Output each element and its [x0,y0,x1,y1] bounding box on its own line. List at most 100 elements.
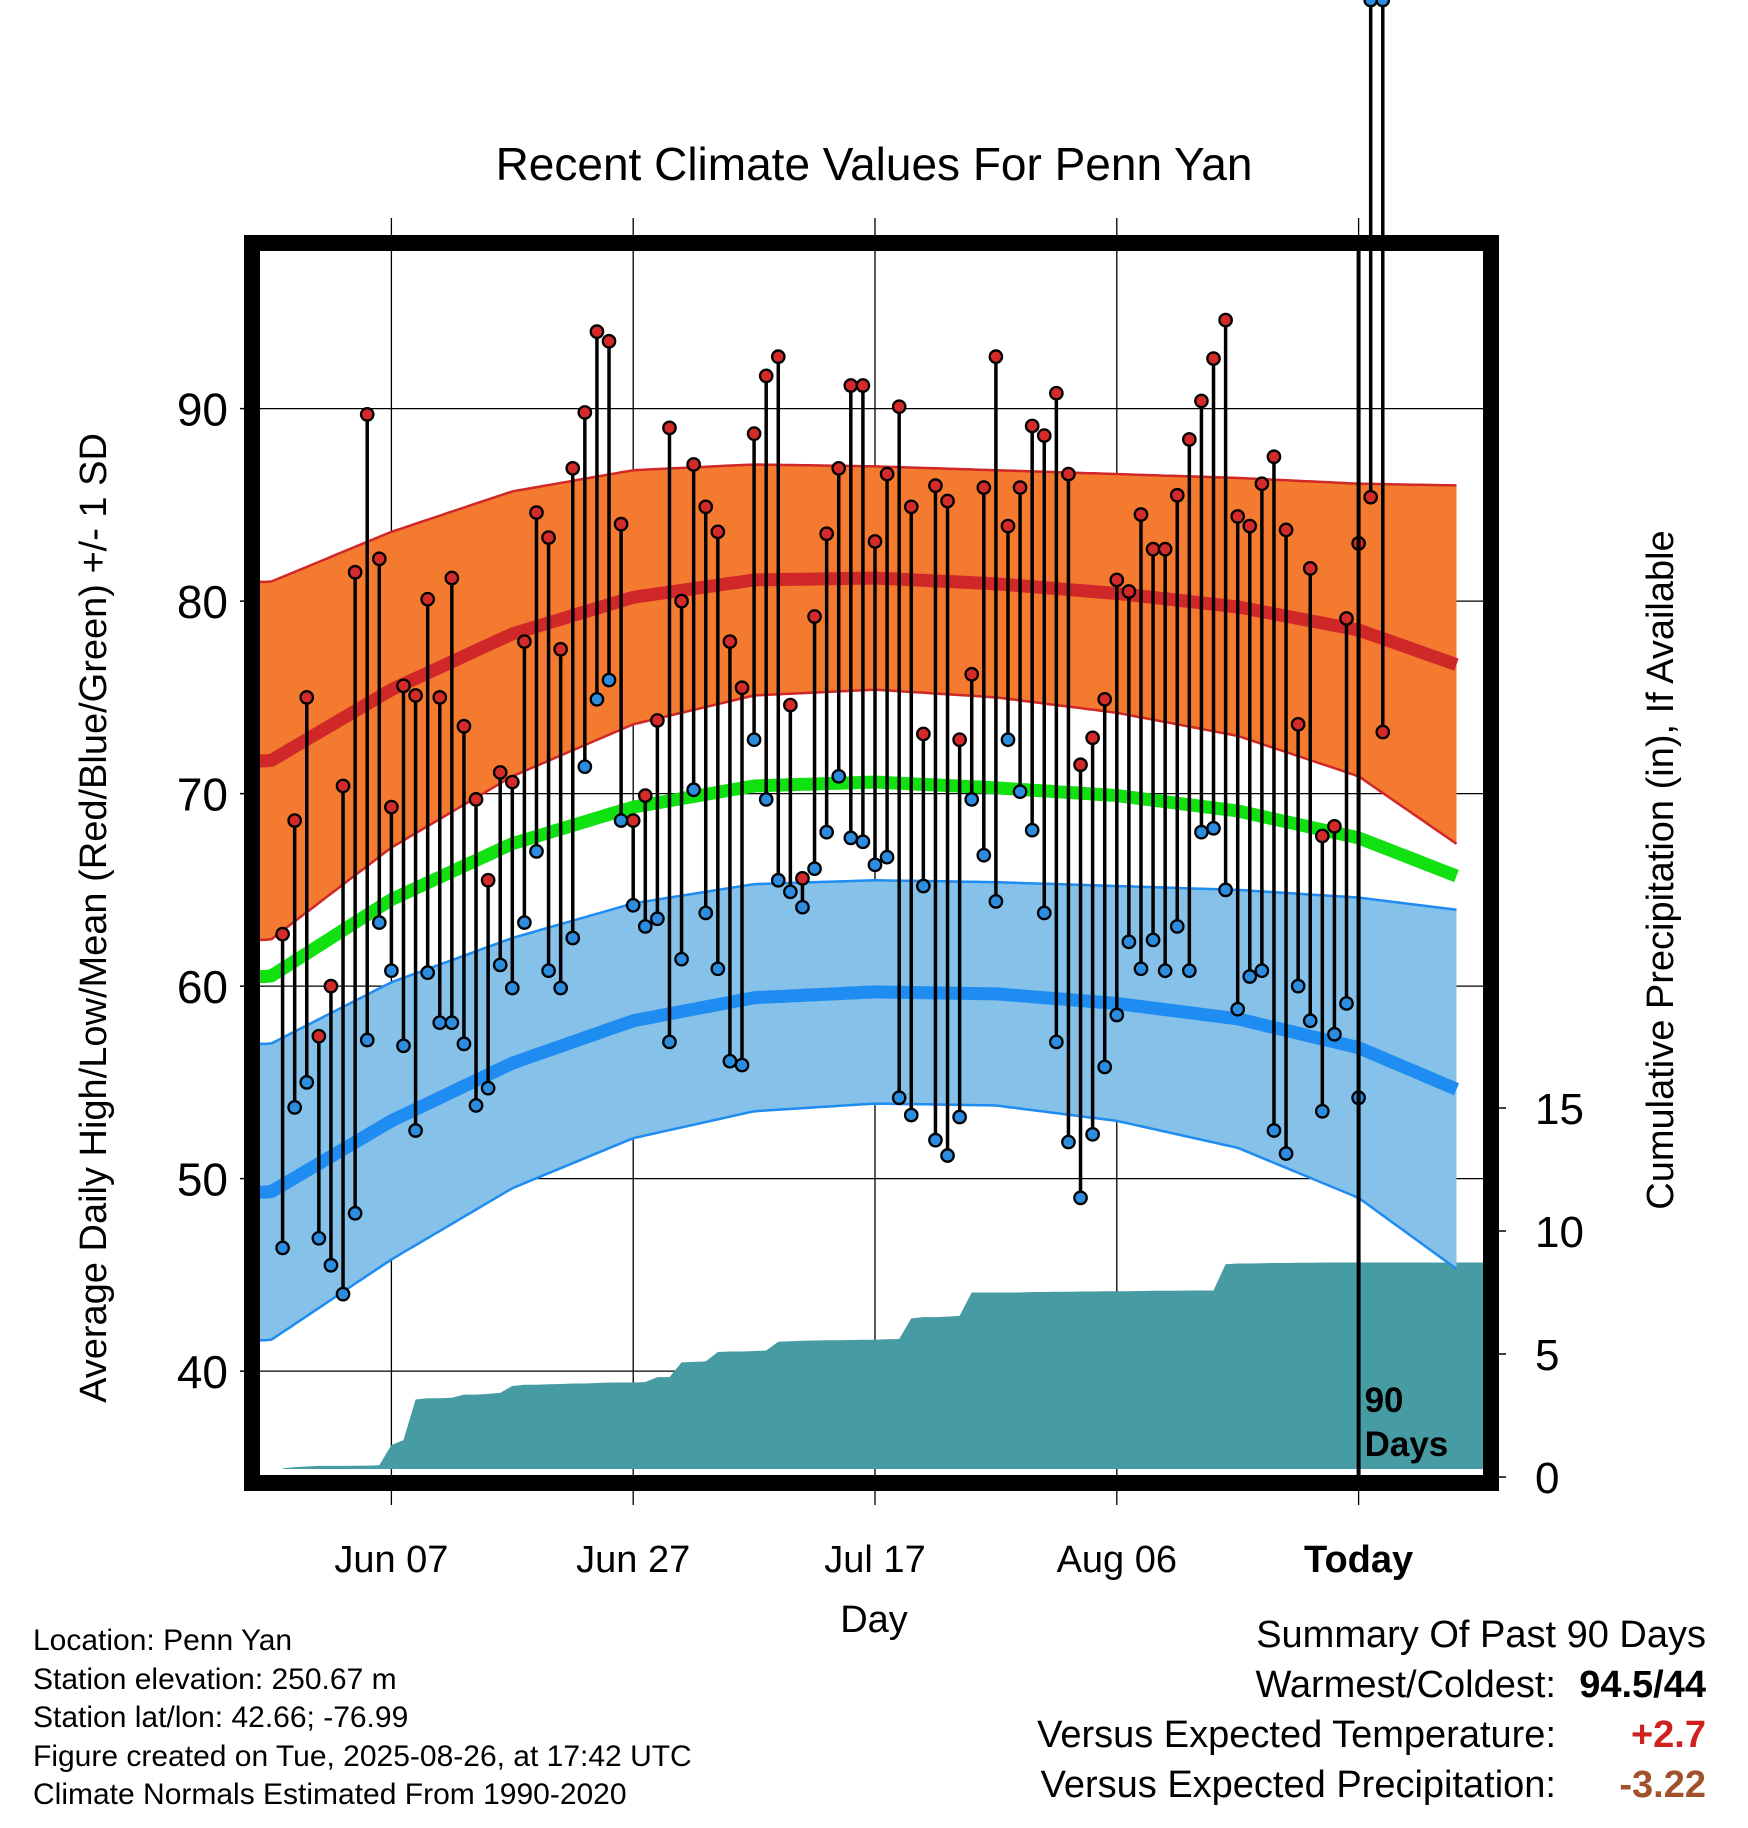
daily-high-point [311,1028,327,1044]
daily-low-point [1012,784,1028,800]
normals-text: Climate Normals Estimated From 1990-2020 [33,1778,627,1811]
daily-high-point [565,460,581,476]
daily-high-point [843,378,859,393]
daily-low-point [1169,919,1185,934]
daily-high-point [613,516,629,532]
daily-high-point [432,690,448,705]
daily-high-point [1049,385,1064,401]
daily-high-point [1073,757,1088,773]
daily-low-point [879,849,895,865]
daily-high-point [650,713,665,728]
daily-low-point [674,951,689,967]
daily-low-point [529,844,544,859]
daily-low-point [275,1240,290,1256]
daily-low-point [541,963,556,979]
daily-low-point [855,834,871,850]
low-mean-line [259,985,1460,1199]
daily-high-point [1109,572,1125,588]
daily-low-point [1230,1001,1246,1017]
y2-tick-label: 0 [1535,1454,1559,1503]
y-tick-label: 40 [177,1346,228,1398]
daily-high-point [903,499,919,515]
summary-title: Summary Of Past 90 Days [1256,1614,1706,1656]
daily-low-point [1097,1059,1113,1075]
daily-high-point [456,718,472,734]
precip-area-group [282,1262,1485,1469]
daily-high-point [722,634,738,649]
daily-high-point [504,774,520,790]
daily-high-point [734,680,750,696]
y-axis-label: Average Daily High/Low/Mean (Red/Blue/Gr… [73,433,115,1403]
daily-high-point [492,765,508,780]
daily-low-point [565,930,581,946]
daily-low-point [722,1053,738,1069]
daily-low-point [577,759,593,775]
summary-panel: Summary Of Past 90 Days Warmest/Coldest:… [1037,1614,1706,1814]
avg-mean-line [259,775,1459,983]
y2-tick-label: 5 [1535,1331,1559,1380]
daily-low-point [1133,961,1149,977]
latlon-text: Station lat/lon: 42.66; -76.99 [33,1701,409,1734]
daily-high-point [831,460,847,476]
daily-low-point [1145,932,1161,948]
daily-low-point [553,980,569,996]
daily-high-point [758,368,774,384]
chart-title: Recent Climate Values For Penn Yan [496,138,1253,190]
daily-low-point [384,963,399,979]
daily-low-point [323,1257,339,1273]
daily-high-point [879,466,895,482]
daily-high-point [480,872,496,888]
y2-tick-label: 15 [1535,1085,1584,1134]
y-tick-label: 50 [177,1154,228,1206]
daily-high-point [468,792,484,807]
daily-low-point [843,830,859,846]
high-mean-line [259,571,1459,768]
daily-low-point [432,1015,448,1031]
daily-low-point [396,1038,411,1054]
precip-label: Versus Expected Precipitation: [1040,1764,1556,1806]
daily-high-point [1242,518,1258,534]
daily-low-point [371,915,387,930]
daily-high-point [323,978,339,994]
daily-low-point [420,965,436,981]
daily-high-point [1097,691,1113,707]
daily-low-point [867,857,883,873]
daily-high-point [710,524,726,540]
daily-high-point [601,333,617,349]
daily-high-point [783,697,798,713]
precip-area [282,1262,1485,1469]
daily-high-point [637,788,653,803]
x-tick-label: Jun 27 [576,1539,690,1581]
daily-low-point [952,1109,967,1125]
location-text: Location: Penn Yan [33,1624,293,1657]
daily-low-point [891,1090,907,1106]
low-sd-upper-edge [259,879,1457,1046]
daily-low-point [1036,905,1052,921]
daily-high-point [1121,584,1137,599]
daily-high-point [359,407,375,422]
x-tick-label: Jun 07 [334,1539,448,1581]
daily-high-point [952,732,967,748]
daily-high-point [347,564,363,580]
y-tick-label: 60 [177,961,228,1013]
plot-border [244,235,1499,1491]
summary-precip-row: Versus Expected Precipitation: -3.22 [1037,1764,1706,1814]
daily-high-point [371,551,387,567]
daily-high-point [1085,730,1100,746]
daily-low-point [468,1098,484,1113]
daily-low-point [964,792,980,807]
daily-low-point [1339,996,1354,1011]
daily-low-point [686,782,702,798]
summary-warmest-row: Warmest/Coldest: 94.5/44 [1037,1664,1706,1714]
daily-low-point [1327,1026,1342,1042]
warmest-label: Warmest/Coldest: [1255,1664,1556,1706]
daily-observations [275,0,1391,1302]
created-text: Figure created on Tue, 2025-08-26, at 17… [33,1739,692,1773]
daily-high-point [1024,418,1040,434]
daily-high-point [1290,716,1306,732]
daily-high-point [662,420,677,436]
daily-low-point [1085,1127,1100,1142]
daily-high-point [1278,522,1294,538]
daily-high-point [1145,541,1161,557]
summary-temp-row: Versus Expected Temperature: +2.7 [1037,1714,1706,1764]
